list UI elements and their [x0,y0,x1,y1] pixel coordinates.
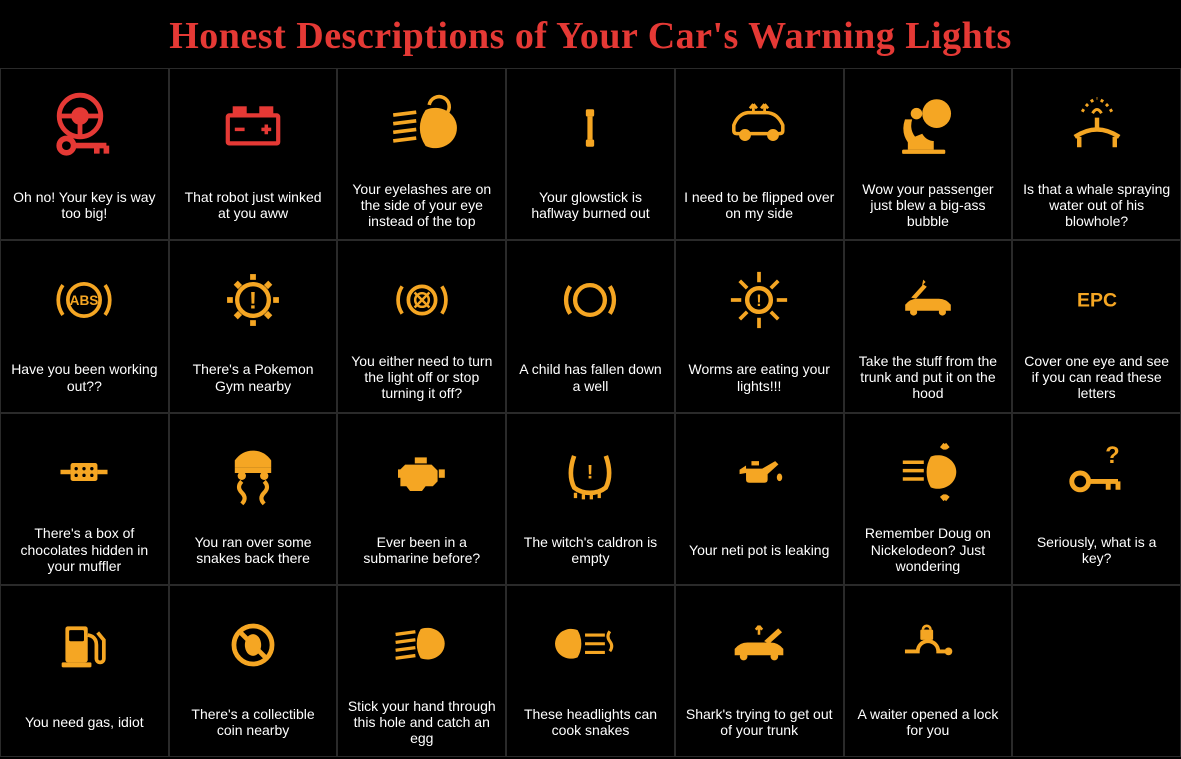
car-flip-icon [684,75,835,181]
coin-slash-icon [178,592,329,698]
warning-light-cell: Is that a whale spraying water out of hi… [1012,68,1181,240]
warning-light-cell: Your eyelashes are on the side of your e… [337,68,506,240]
warning-light-cell: Remember Doug on Nickelodeon? Just wonde… [844,413,1013,585]
bulb-rays-icon: ! [684,247,835,353]
warning-light-cell: Shark's trying to get out of your trunk [675,585,844,757]
warning-light-caption: Worms are eating your lights!!! [684,354,835,402]
warning-light-caption: Remember Doug on Nickelodeon? Just wonde… [853,525,1004,573]
hood-open-icon [853,247,1004,353]
headlamp-beam-icon [346,75,497,181]
svg-text:ABS: ABS [70,293,99,308]
warning-light-caption: Shark's trying to get out of your trunk [684,698,835,746]
warning-light-caption: You either need to turn the light off or… [346,353,497,401]
catalytic-icon [9,420,160,526]
warning-light-cell: ABS Have you been working out?? [0,240,169,412]
warning-lights-grid: Oh no! Your key is way too big! That robo… [0,68,1181,757]
headlamp-hand-icon [346,592,497,698]
warning-light-cell: A waiter opened a lock for you [844,585,1013,757]
warning-light-cell: ? Seriously, what is a key? [1012,413,1181,585]
svg-text:EPC: EPC [1077,290,1117,312]
battery-icon [178,75,329,181]
warning-light-cell: There's a box of chocolates hidden in yo… [0,413,169,585]
warning-light-caption: A child has fallen down a well [515,354,666,402]
airbag-icon [853,75,1004,181]
warning-light-caption: There's a Pokemon Gym nearby [178,354,329,402]
glowstick-icon [515,75,666,181]
engine-icon [346,420,497,526]
warning-light-caption: There's a box of chocolates hidden in yo… [9,525,160,573]
warning-light-cell [1012,585,1181,757]
brake-crossed-icon [346,247,497,353]
warning-light-caption: Seriously, what is a key? [1021,526,1172,574]
svg-text:!: ! [249,288,257,315]
warning-light-cell: Wow your passenger just blew a big-ass b… [844,68,1013,240]
warning-light-caption: I need to be flipped over on my side [684,181,835,229]
warning-light-caption: A waiter opened a lock for you [853,698,1004,746]
blank-icon [1021,592,1172,698]
steering-key-icon [9,75,160,181]
warning-light-caption: Your neti pot is leaking [689,526,829,574]
warning-light-cell: Your glowstick is haflway burned out [506,68,675,240]
warning-light-cell: ! There's a Pokemon Gym nearby [169,240,338,412]
svg-text:!: ! [756,292,761,310]
warning-light-cell: Stick your hand through this hole and ca… [337,585,506,757]
gear-excl-icon: ! [178,247,329,353]
warning-light-caption: Cover one eye and see if you can read th… [1021,353,1172,401]
warning-light-cell: A child has fallen down a well [506,240,675,412]
warning-light-cell: There's a collectible coin nearby [169,585,338,757]
warning-light-cell: ! Worms are eating your lights!!! [675,240,844,412]
key-question-icon: ? [1021,420,1172,526]
headlamp-level-icon [853,420,1004,526]
oil-can-icon [684,420,835,526]
warning-light-caption: The witch's caldron is empty [515,526,666,574]
fuel-pump-icon [9,592,160,698]
warning-light-cell: EPC Cover one eye and see if you can read… [1012,240,1181,412]
warning-light-caption: Stick your hand through this hole and ca… [346,698,497,746]
warning-light-cell: Ever been in a submarine before? [337,413,506,585]
warning-light-cell: You ran over some snakes back there [169,413,338,585]
warning-light-caption: Your eyelashes are on the side of your e… [346,181,497,229]
warning-light-cell: You need gas, idiot [0,585,169,757]
warning-light-caption: Ever been in a submarine before? [346,526,497,574]
warning-light-cell: ! The witch's caldron is empty [506,413,675,585]
tire-pressure-icon: ! [515,420,666,526]
svg-text:!: ! [587,461,594,483]
brake-ring-icon [515,247,666,353]
warning-light-caption: Oh no! Your key is way too big! [9,181,160,229]
warning-light-caption: That robot just winked at you aww [178,181,329,229]
trunk-open-icon [684,592,835,698]
warning-light-cell: You either need to turn the light off or… [337,240,506,412]
svg-text:?: ? [1105,442,1120,469]
traction-icon [178,420,329,526]
warning-light-cell: These headlights can cook snakes [506,585,675,757]
epc-icon: EPC [1021,247,1172,353]
tow-lock-icon [853,592,1004,698]
warning-light-caption: Take the stuff from the trunk and put it… [853,353,1004,401]
warning-light-cell: Oh no! Your key is way too big! [0,68,169,240]
warning-light-cell: I need to be flipped over on my side [675,68,844,240]
warning-light-caption: You ran over some snakes back there [178,526,329,574]
washer-fluid-icon [1021,75,1172,181]
warning-light-caption: Have you been working out?? [9,354,160,402]
fog-rear-icon [515,592,666,698]
warning-light-cell: That robot just winked at you aww [169,68,338,240]
warning-light-caption: Your glowstick is haflway burned out [515,181,666,229]
abs-icon: ABS [9,247,160,353]
page-title: Honest Descriptions of Your Car's Warnin… [0,0,1181,68]
warning-light-cell: Take the stuff from the trunk and put it… [844,240,1013,412]
warning-light-caption: Is that a whale spraying water out of hi… [1021,181,1172,229]
warning-light-caption: These headlights can cook snakes [515,698,666,746]
warning-light-caption: Wow your passenger just blew a big-ass b… [853,181,1004,229]
warning-light-caption: There's a collectible coin nearby [178,698,329,746]
warning-light-caption: You need gas, idiot [25,698,144,746]
warning-light-cell: Your neti pot is leaking [675,413,844,585]
